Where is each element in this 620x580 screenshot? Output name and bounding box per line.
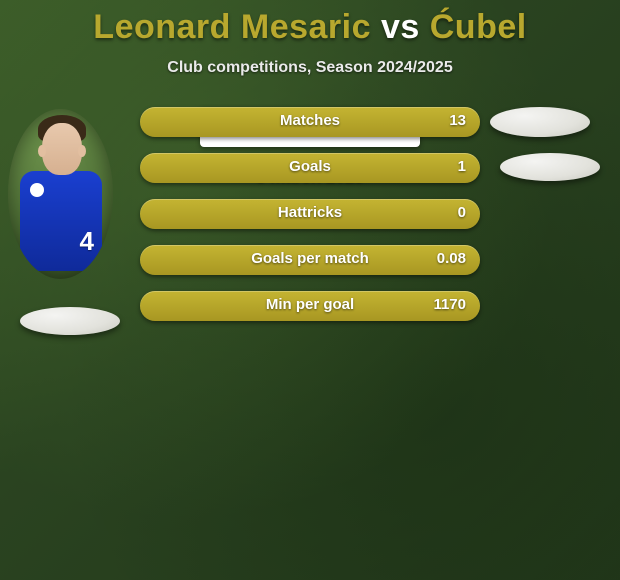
decor-blob-bottom-left bbox=[20, 307, 120, 335]
stat-label: Hattricks bbox=[140, 204, 480, 221]
jersey-number: 4 bbox=[80, 226, 94, 257]
stat-label: Goals bbox=[140, 158, 480, 175]
title-vs: vs bbox=[381, 8, 420, 46]
player-photo-frame: 4 bbox=[8, 109, 113, 279]
stat-value: 1170 bbox=[433, 296, 466, 313]
comparison-title: Leonard Mesaric vs Ćubel bbox=[0, 0, 620, 47]
stat-row-matches: Matches 13 bbox=[140, 107, 480, 137]
stat-value: 0.08 bbox=[437, 250, 466, 267]
player-head bbox=[42, 123, 82, 175]
stat-value: 1 bbox=[458, 158, 466, 175]
stat-row-min-per-goal: Min per goal 1170 bbox=[140, 291, 480, 321]
stat-bars: Matches 13 Goals 1 Hattricks 0 Goals per… bbox=[140, 107, 480, 337]
stat-label: Matches bbox=[140, 112, 480, 129]
stat-label: Min per goal bbox=[140, 296, 480, 313]
player-ear-right bbox=[78, 145, 86, 157]
subtitle: Club competitions, Season 2024/2025 bbox=[0, 59, 620, 77]
player-ear-left bbox=[38, 145, 46, 157]
decor-blob-top-right-2 bbox=[500, 153, 600, 181]
stat-row-goals: Goals 1 bbox=[140, 153, 480, 183]
stat-row-hattricks: Hattricks 0 bbox=[140, 199, 480, 229]
stat-label: Goals per match bbox=[140, 250, 480, 267]
decor-blob-top-right-1 bbox=[490, 107, 590, 137]
jersey-crest-icon bbox=[30, 183, 44, 197]
title-player1: Leonard Mesaric bbox=[93, 8, 371, 46]
player-jersey: 4 bbox=[20, 171, 102, 271]
title-player2: Ćubel bbox=[430, 8, 527, 46]
stat-value: 13 bbox=[449, 112, 466, 129]
stat-value: 0 bbox=[458, 204, 466, 221]
stat-row-goals-per-match: Goals per match 0.08 bbox=[140, 245, 480, 275]
player-photo: 4 bbox=[8, 109, 113, 279]
